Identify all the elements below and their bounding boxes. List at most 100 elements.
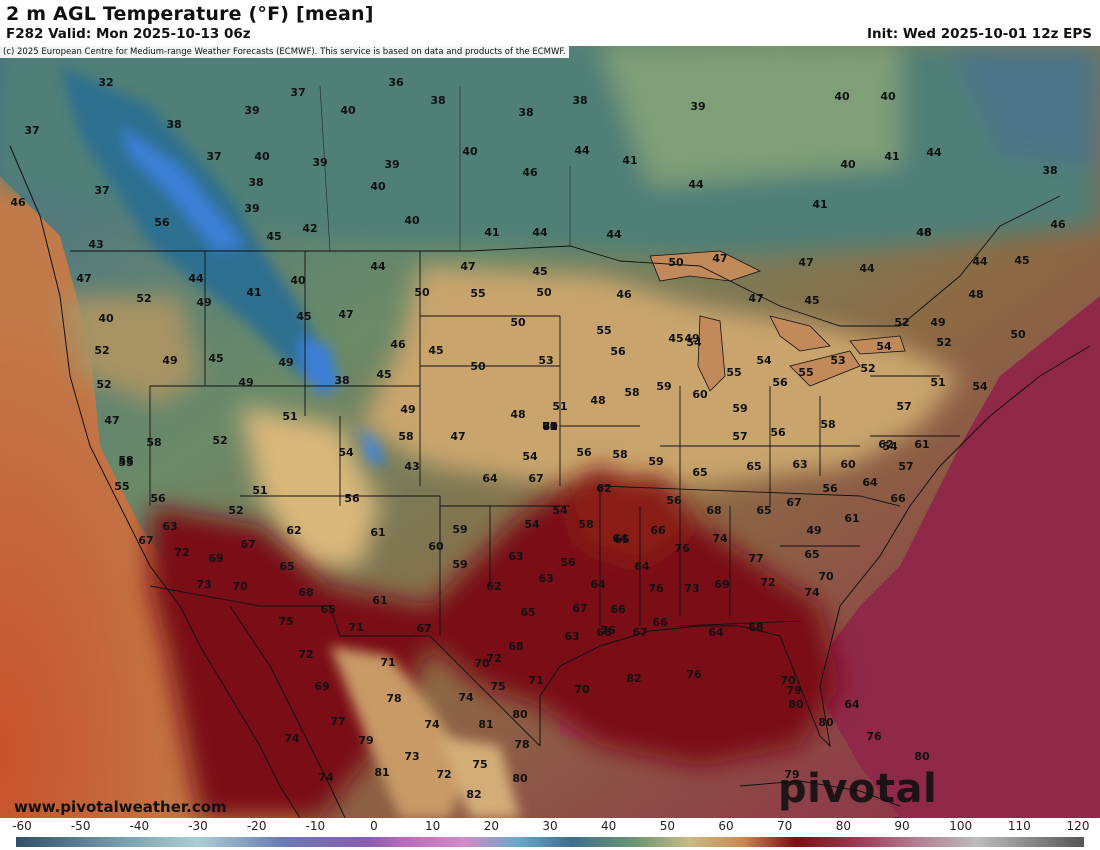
legend-tick-label: 40 xyxy=(601,819,617,833)
temperature-value: 62 xyxy=(486,580,501,593)
temperature-value: 72 xyxy=(486,652,501,665)
temperature-value: 64 xyxy=(590,578,606,591)
temperature-value: 49 xyxy=(196,296,211,309)
temperature-value: 64 xyxy=(708,626,724,639)
temperature-value: 38 xyxy=(1042,164,1057,177)
temperature-value: 75 xyxy=(542,420,557,433)
temperature-value: 54 xyxy=(522,450,538,463)
temperature-value: 58 xyxy=(820,418,835,431)
temperature-value: 59 xyxy=(732,402,747,415)
temperature-value: 41 xyxy=(622,154,637,167)
temperature-value: 52 xyxy=(94,344,109,357)
temperature-value: 56 xyxy=(666,494,682,507)
temperature-value: 51 xyxy=(282,410,297,423)
temperature-value: 56 xyxy=(154,216,170,229)
temperature-value: 80 xyxy=(512,772,528,785)
temperature-value: 70 xyxy=(232,580,248,593)
temperature-value: 40 xyxy=(98,312,114,325)
legend-tick-label: 30 xyxy=(542,819,558,833)
temperature-value: 68 xyxy=(508,640,523,653)
temperature-value: 63 xyxy=(162,520,177,533)
temperature-value: 40 xyxy=(404,214,420,227)
temperature-value: 72 xyxy=(760,576,775,589)
legend-tick-label: -40 xyxy=(129,819,150,833)
temperature-value: 54 xyxy=(686,336,702,349)
temperature-value: 45 xyxy=(428,344,443,357)
temperature-value: 64 xyxy=(862,476,878,489)
temperature-value: 51 xyxy=(930,376,945,389)
temperature-value: 78 xyxy=(514,738,529,751)
legend-tick-label: -10 xyxy=(305,819,326,833)
temperature-value: 74 xyxy=(318,771,334,784)
temperature-value: 65 xyxy=(746,460,761,473)
temperature-value: 78 xyxy=(386,692,401,705)
temperature-value: 40 xyxy=(370,180,386,193)
temperature-value: 61 xyxy=(370,526,385,539)
temperature-value: 46 xyxy=(10,196,26,209)
temperature-value: 77 xyxy=(330,715,345,728)
website-link[interactable]: www.pivotalweather.com xyxy=(14,798,227,816)
temperature-value: 66 xyxy=(650,524,666,537)
southern-hot-region xyxy=(150,466,840,818)
great-lakes xyxy=(649,250,906,392)
temperature-value: 49 xyxy=(162,354,177,367)
temperature-value: 82 xyxy=(542,420,557,433)
temperature-value: 44 xyxy=(188,272,204,285)
temperature-value: 61 xyxy=(914,438,929,451)
temperature-value: 49 xyxy=(400,403,415,416)
temperature-value: 46 xyxy=(916,226,932,239)
temperature-value: 68 xyxy=(298,586,313,599)
temperature-value: 49 xyxy=(278,356,293,369)
temperature-value: 50 xyxy=(414,286,430,299)
temperature-value: 64 xyxy=(844,698,860,711)
temperature-value: 57 xyxy=(896,400,911,413)
temperature-value: 46 xyxy=(1050,218,1066,231)
political-borders xyxy=(70,195,1061,747)
temperature-value: 63 xyxy=(508,550,523,563)
temperature-value: 48 xyxy=(916,226,931,239)
temperature-value: 55 xyxy=(798,366,813,379)
temperature-value: 76 xyxy=(600,624,616,637)
temperature-value: 40 xyxy=(880,90,896,103)
temperature-value: 47 xyxy=(748,292,763,305)
temperature-value: 64 xyxy=(634,560,650,573)
temperature-value: 45 xyxy=(804,294,819,307)
legend-tick-label: 90 xyxy=(894,819,910,833)
temperature-value: 55 xyxy=(470,287,485,300)
temperature-value: 73 xyxy=(684,582,699,595)
coastlines xyxy=(9,145,1091,818)
temperature-value: 65 xyxy=(320,603,335,616)
temperature-value: 53 xyxy=(538,354,553,367)
temperature-value: 65 xyxy=(520,606,535,619)
temperature-value: 73 xyxy=(196,578,211,591)
legend-tick-label: -60 xyxy=(12,819,32,833)
legend-tick-label: 20 xyxy=(483,819,499,833)
temperature-value: 65 xyxy=(804,548,819,561)
temperature-value: 56 xyxy=(770,426,786,439)
watermark-logo: pivotal weather xyxy=(778,766,967,818)
temperature-value: 54 xyxy=(972,380,988,393)
temperature-value: 56 xyxy=(822,482,838,495)
legend-tick-label: 70 xyxy=(777,819,793,833)
temperature-value: 52 xyxy=(894,316,909,329)
canada-cool-region xyxy=(0,46,1100,256)
temperature-value: 45 xyxy=(532,265,547,278)
temperature-value: 63 xyxy=(792,458,807,471)
temperature-value: 41 xyxy=(484,226,499,239)
temperature-value: 70 xyxy=(474,657,490,670)
temperature-value: 44 xyxy=(926,146,942,159)
temperature-value: 49 xyxy=(806,524,821,537)
temperature-value: 66 xyxy=(596,626,612,639)
temperature-value: 55 xyxy=(596,324,611,337)
temperature-value: 47 xyxy=(798,256,813,269)
temperature-value: 48 xyxy=(590,394,605,407)
temperature-value: 80 xyxy=(512,708,528,721)
temperature-value: 79 xyxy=(784,768,799,781)
temperature-value: 76 xyxy=(686,668,702,681)
legend-tick-label: 100 xyxy=(949,819,973,833)
temperature-value: 66 xyxy=(890,492,906,505)
temperature-value: 66 xyxy=(652,616,668,629)
temperature-value: 69 xyxy=(208,552,223,565)
temperature-value: 50 xyxy=(1010,328,1026,341)
legend-tick-label: 80 xyxy=(835,819,851,833)
